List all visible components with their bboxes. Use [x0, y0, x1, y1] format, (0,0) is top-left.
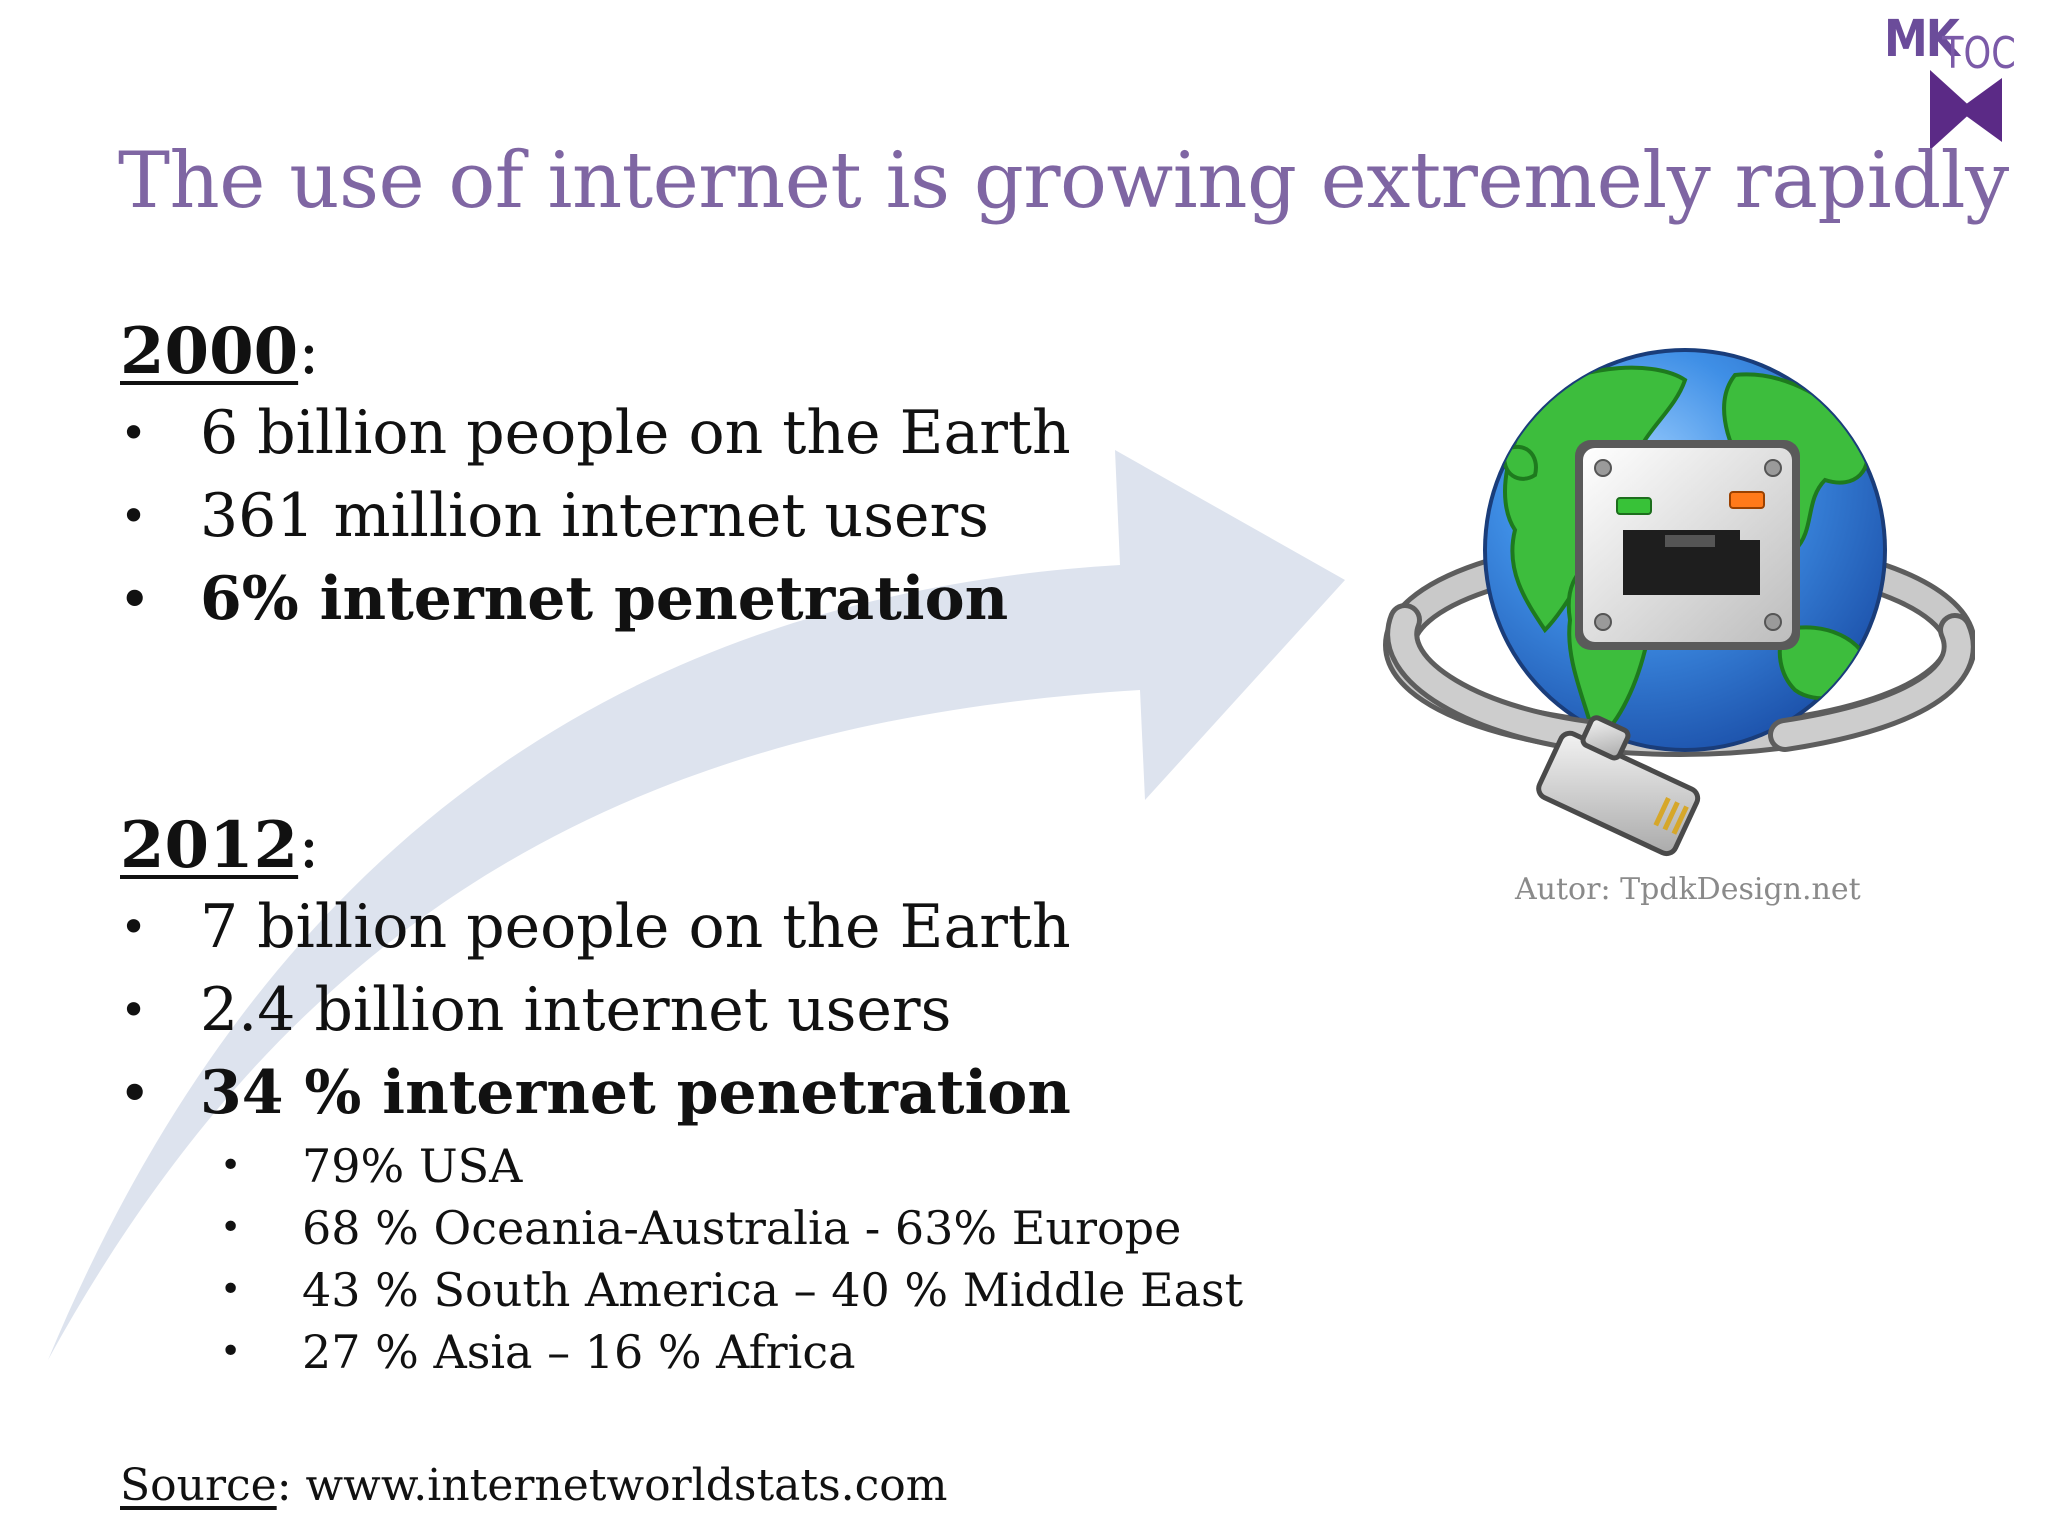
mktoc-logo: MK TOC — [1884, 10, 2034, 150]
source-citation: Source: www.internetworldstats.com — [120, 1460, 948, 1511]
stats-list-2012: 7 billion people on the Earth 2.4 billio… — [120, 886, 1243, 1135]
section-2012: 2012: 7 billion people on the Earth 2.4 … — [120, 806, 1243, 1383]
year-2012: 2012 — [120, 808, 299, 883]
image-credit: Autor: TpdkDesign.net — [1515, 872, 1861, 907]
sub-list-item: 27 % Asia – 16 % Africa — [120, 1321, 1243, 1383]
source-label: Source — [120, 1460, 277, 1511]
stats-list-2000: 6 billion people on the Earth 361 millio… — [120, 392, 1071, 641]
sub-list-item: 68 % Oceania-Australia - 63% Europe — [120, 1197, 1243, 1259]
regional-penetration-list: 79% USA 68 % Oceania-Australia - 63% Eur… — [120, 1135, 1243, 1383]
year-2000: 2000 — [120, 314, 299, 389]
list-item: 2.4 billion internet users — [120, 969, 1243, 1052]
list-item: 34 % internet penetration — [120, 1052, 1243, 1135]
year-heading-2012: 2012: — [120, 806, 1243, 886]
section-2000: 2000: 6 billion people on the Earth 361 … — [120, 312, 1071, 641]
list-item: 6 billion people on the Earth — [120, 392, 1071, 475]
list-item: 6% internet penetration — [120, 558, 1071, 641]
logo-toc-text: TOC — [1942, 28, 2016, 79]
sub-list-item: 43 % South America – 40 % Middle East — [120, 1259, 1243, 1321]
slide-title: The use of internet is growing extremely… — [118, 136, 2009, 226]
bowtie-icon — [1930, 70, 2002, 150]
year-colon: : — [298, 315, 320, 389]
list-item: 7 billion people on the Earth — [120, 886, 1243, 969]
year-colon: : — [298, 809, 320, 883]
list-item: 361 million internet users — [120, 475, 1071, 558]
source-url: : www.internetworldstats.com — [276, 1460, 948, 1511]
logo-mk-text: MK — [1884, 10, 1960, 69]
sub-list-item: 79% USA — [120, 1135, 1243, 1197]
network-globe-icon — [1383, 348, 1975, 857]
year-heading-2000: 2000: — [120, 312, 1071, 392]
